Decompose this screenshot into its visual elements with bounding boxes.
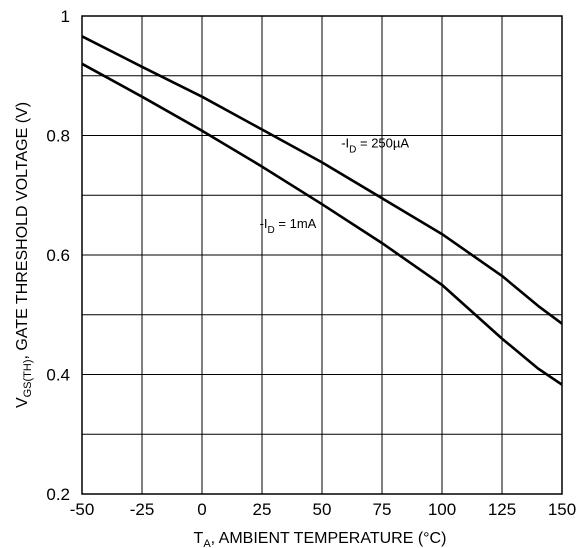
- series-label-suffix: = 1mA: [275, 216, 317, 231]
- y-tick-label: 0.4: [46, 366, 70, 385]
- x-axis-title-rest: , AMBIENT TEMPERATURE (°C): [211, 530, 447, 547]
- x-tick-label: 50: [313, 500, 332, 519]
- y-tick-labels: 0.2 0.4 0.6 0.8 1: [46, 7, 70, 504]
- x-tick-label: 0: [197, 500, 206, 519]
- y-tick-label: 1: [61, 7, 70, 26]
- series-label-prefix: -I: [260, 216, 268, 231]
- y-axis-title: VGS(TH), GATE THRESHOLD VOLTAGE (V): [14, 102, 34, 408]
- x-axis-title-sub: A: [203, 538, 211, 548]
- series-label-prefix: -I: [341, 135, 349, 150]
- x-tick-labels: -50 -25 0 25 50 75 100 125 150: [70, 500, 576, 519]
- x-tick-label: 75: [373, 500, 392, 519]
- x-tick-label: -50: [70, 500, 95, 519]
- y-axis-title-main: V: [14, 397, 31, 408]
- y-axis-title-sub: GS(TH): [22, 359, 34, 397]
- series-label-subscript: D: [268, 225, 275, 236]
- y-tick-label: 0.6: [46, 246, 70, 265]
- y-tick-label: 0.8: [46, 127, 70, 146]
- x-axis-title: TA, AMBIENT TEMPERATURE (°C): [194, 530, 447, 548]
- annotations: -ID = 250µA-ID = 1mA: [260, 135, 410, 236]
- grid: [82, 16, 562, 494]
- x-tick-label: 25: [253, 500, 272, 519]
- x-tick-label: 100: [428, 500, 456, 519]
- series-layer: [81, 35, 563, 386]
- series-label-2: -ID = 1mA: [260, 216, 317, 236]
- plot-frame: [81, 15, 563, 495]
- x-tick-label: 125: [488, 500, 516, 519]
- series-label-subscript: D: [349, 144, 356, 155]
- series-line-2: [81, 62, 563, 386]
- y-axis-title-rest: , GATE THRESHOLD VOLTAGE (V): [14, 102, 31, 360]
- x-axis-title-main: T: [194, 530, 204, 547]
- x-tick-label: -25: [130, 500, 155, 519]
- series-line-1: [81, 35, 563, 325]
- x-tick-label: 150: [548, 500, 576, 519]
- y-tick-label: 0.2: [46, 485, 70, 504]
- series-label-suffix: = 250µA: [356, 135, 409, 150]
- series-label-1: -ID = 250µA: [341, 135, 409, 155]
